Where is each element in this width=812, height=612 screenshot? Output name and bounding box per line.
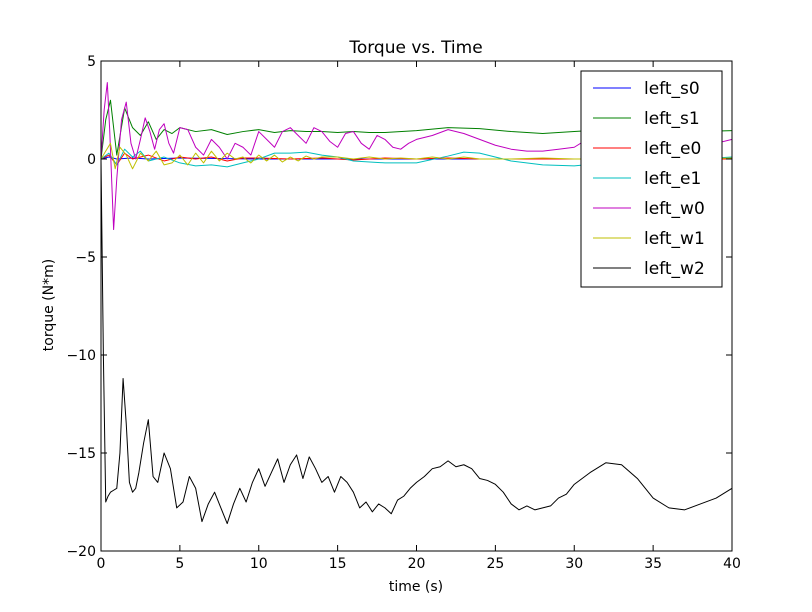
- y-tick-label: −20: [66, 544, 96, 560]
- series-line-left_w0: [100, 82, 733, 231]
- legend-label-left_w2: left_w2: [644, 259, 705, 279]
- series-line-left_e1: [100, 148, 733, 168]
- x-tick-label: 0: [97, 556, 106, 572]
- legend: left_s0 left_s1 left_e0 left_e1 left_w0 left_…: [580, 70, 723, 288]
- x-tick-label: 5: [175, 556, 184, 572]
- x-tick-label: 30: [565, 556, 583, 572]
- legend-label-left_w1: left_w1: [644, 229, 705, 249]
- series-layer: [100, 82, 733, 525]
- x-tick-label: 35: [644, 556, 662, 572]
- y-tick-label: −5: [75, 250, 96, 266]
- ticks-layer: 0 5 10 15 20 25 30 35 40 −20 −15 −10 −5 0 5: [66, 54, 740, 572]
- legend-box: [580, 70, 723, 288]
- legend-label-left_s1: left_s1: [644, 109, 700, 129]
- y-tick-label: −10: [66, 348, 96, 364]
- x-tick-label: 20: [408, 556, 426, 572]
- y-tick-label: −15: [66, 446, 96, 462]
- x-axis-label: time (s): [389, 579, 443, 595]
- x-tick-label: 25: [486, 556, 504, 572]
- legend-label-left_s0: left_s0: [644, 79, 700, 99]
- y-tick-label: 5: [87, 54, 96, 70]
- legend-label-left_e1: left_e1: [644, 169, 701, 189]
- series-line-left_w2: [100, 158, 733, 525]
- y-tick-label: 0: [87, 152, 96, 168]
- series-line-left_w1: [100, 142, 733, 170]
- legend-label-left_w0: left_w0: [644, 199, 705, 219]
- x-tick-label: 15: [329, 556, 347, 572]
- plot-frame: [100, 60, 733, 552]
- legend-label-left_e0: left_e0: [644, 139, 701, 159]
- x-tick-label: 40: [723, 556, 741, 572]
- y-axis-label: torque (N*m): [41, 259, 57, 351]
- chart-title: Torque vs. Time: [348, 38, 482, 58]
- x-tick-label: 10: [250, 556, 268, 572]
